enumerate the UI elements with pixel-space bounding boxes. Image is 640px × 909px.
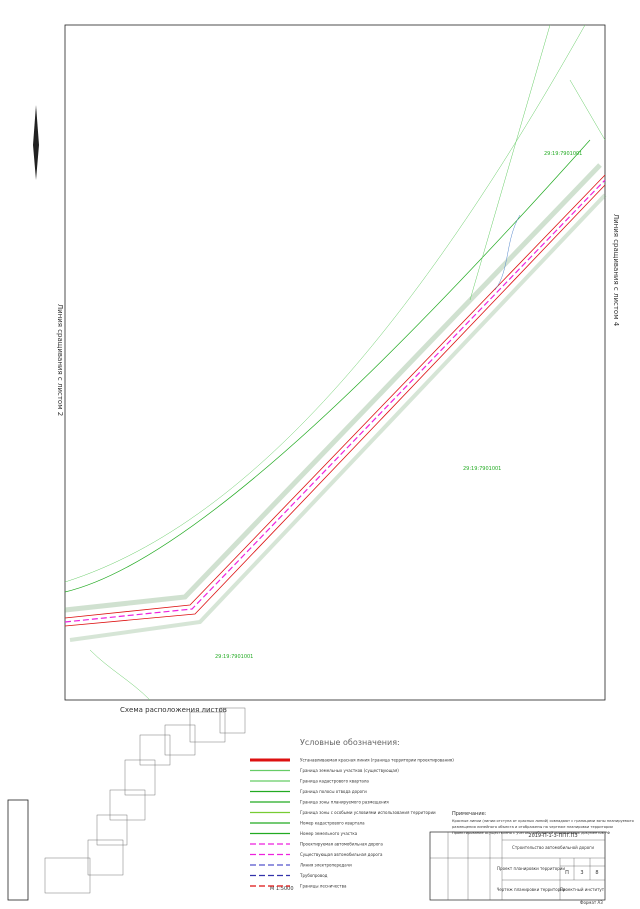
legend-label: Устанавливаемая красная линия (граница т… <box>300 758 454 763</box>
company: Проектный институт <box>560 887 605 892</box>
legend-label: Трубопровод <box>299 873 328 878</box>
notes-line: Красные линии (линии отступа от красных … <box>452 819 634 823</box>
sheet-number: 3 <box>580 870 583 876</box>
legend-label: Линия электропередачи <box>300 863 352 868</box>
layout-scheme <box>44 707 246 894</box>
notes-line: размещения линейного объекта и отображен… <box>452 825 614 829</box>
legend-label: Граница полосы отвода дороги <box>300 789 367 794</box>
scheme-title: Схема расположения листов <box>120 706 227 714</box>
boundary-line <box>569 79 606 141</box>
notes-title: Примечание: <box>452 811 487 817</box>
road-axis <box>64 179 606 623</box>
title-block-grid <box>429 831 606 901</box>
document-code: 2019-П-1-3-ППТ.ПЗ <box>528 833 577 839</box>
legend-label: Номер кадастрового квартала <box>300 821 365 826</box>
legend-label: Существующая автомобильная дорога <box>300 852 383 857</box>
legend-label: Номер земельного участка <box>300 831 358 836</box>
boundary-line <box>89 649 151 701</box>
legend-title: Условные обозначения: <box>300 738 400 747</box>
side-stamp <box>7 799 29 901</box>
legend-label: Граница зоны с особыми условиями использ… <box>300 810 436 815</box>
paper-format: Формат А3 <box>580 900 603 905</box>
match-line-label: Линия сращивания с листом 4 <box>612 214 620 327</box>
notes-line: Проектирование осуществлено с учетом тре… <box>452 831 610 835</box>
legend-label: Проектируемая автомобильная дорога <box>300 842 383 847</box>
slope-hatch <box>64 163 602 613</box>
drawing-title: Чертеж планировки территории <box>497 887 566 892</box>
stream <box>494 214 521 291</box>
red-line <box>64 184 606 627</box>
legend: Устанавливаемая красная линия (граница т… <box>250 758 454 889</box>
map-frame <box>64 24 606 701</box>
cadastral-number: 29:19:7901001 <box>215 654 253 660</box>
cadastral-number: 29:19:7901001 <box>463 466 501 472</box>
object-name: Строительство автомобильной дороги <box>512 845 594 850</box>
scale: М 1:5000 <box>270 886 294 892</box>
match-line-label: Линия сращивания с листом 2 <box>56 304 64 416</box>
red-line <box>64 174 606 619</box>
legend-label: Граница кадастрового квартала <box>300 779 369 784</box>
slope-hatch <box>69 193 607 642</box>
sheet-title: Проект планировки территории <box>497 866 565 871</box>
legend-label: Границы лесничества <box>300 884 347 889</box>
stage: П <box>565 870 569 876</box>
sheet-count: 8 <box>595 870 598 876</box>
boundary-line <box>469 24 551 301</box>
boundary-line <box>64 24 586 583</box>
north-arrow <box>33 105 39 180</box>
boundary-line <box>64 139 591 593</box>
notes: Красные линии (линии отступа от красных … <box>452 819 634 835</box>
legend-label: Граница зоны планируемого размещения <box>300 800 389 805</box>
legend-label: Граница земельных участков (существующая… <box>300 768 399 773</box>
cadastral-number: 29:19:7901001 <box>544 151 582 157</box>
